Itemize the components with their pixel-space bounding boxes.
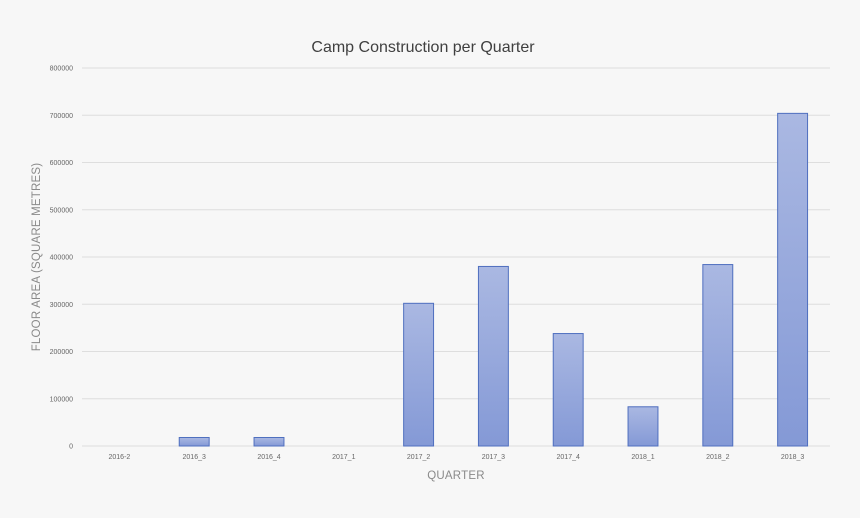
x-tick-label: 2018_1	[631, 454, 654, 461]
y-axis-ticks: 0 100000 200000 300000 400000 500000 600000 700…	[50, 66, 73, 451]
x-axis-ticks: 2016-2 2016_3 2016_4 2017_1 2017_2 2017_3 2017…	[109, 454, 805, 461]
y-tick-label: 800000	[50, 66, 73, 73]
y-tick-label: 400000	[50, 255, 73, 262]
y-tick-label: 100000	[50, 396, 73, 403]
x-tick-label: 2016_3	[183, 454, 206, 461]
y-tick-label: 300000	[50, 302, 73, 309]
bar-2017_4	[552, 333, 584, 447]
x-tick-label: 2017_3	[482, 454, 505, 461]
bar-2018_2	[702, 264, 734, 447]
bar-2016_3	[178, 436, 210, 447]
x-tick-label: 2017_4	[557, 454, 580, 461]
y-tick-label: 600000	[50, 160, 73, 167]
bars	[178, 112, 809, 447]
x-tick-label: 2018_3	[781, 454, 804, 461]
y-tick-label: 700000	[50, 113, 73, 120]
bar-2017_3	[477, 265, 509, 447]
x-tick-label: 2016-2	[109, 454, 131, 461]
y-tick-label: 200000	[50, 349, 73, 356]
y-tick-label: 500000	[50, 207, 73, 214]
x-axis-title: QUARTER	[427, 470, 484, 482]
bar-2018_1	[627, 406, 659, 447]
x-tick-label: 2016_4	[257, 454, 280, 461]
x-tick-label: 2017_2	[407, 454, 430, 461]
x-tick-label: 2018_2	[706, 454, 729, 461]
y-tick-label: 0	[69, 444, 73, 451]
bar-2017_2	[403, 302, 435, 447]
bar-2016_4	[253, 436, 285, 447]
bar-2018_3	[777, 112, 809, 447]
chart-title: Camp Construction per Quarter	[311, 39, 535, 56]
gridlines	[82, 67, 830, 447]
y-axis-title: FLOOR AREA (SQUARE METRES)	[31, 163, 43, 352]
x-tick-label: 2017_1	[332, 454, 355, 461]
